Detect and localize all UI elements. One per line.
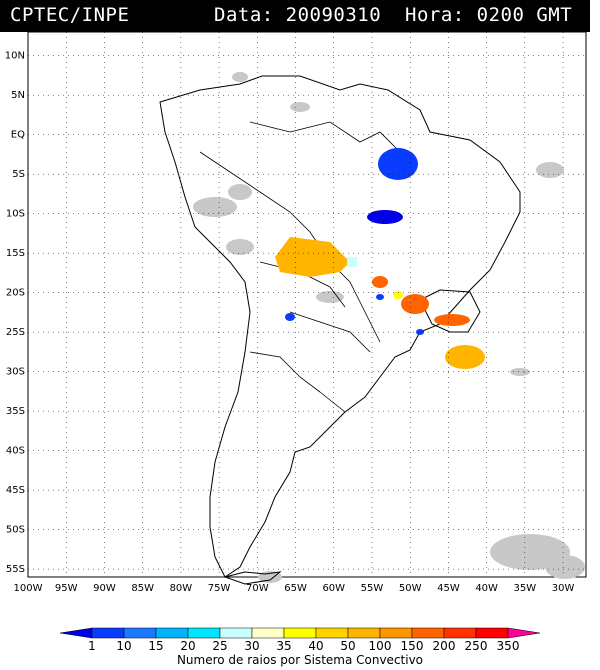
legend-swatch xyxy=(411,627,445,639)
datetime-label: Data: 20090310 Hora: 0200 GMT xyxy=(214,4,573,26)
storm-cluster xyxy=(285,313,295,321)
legend-swatch xyxy=(155,627,189,639)
storm-cluster xyxy=(275,237,350,277)
legend-label: 40 xyxy=(308,639,323,653)
lat-tick-label: 5S xyxy=(12,169,25,180)
lat-tick-label: 55S xyxy=(6,564,25,575)
legend-label: 30 xyxy=(244,639,259,653)
lat-tick-label: 50S xyxy=(6,525,25,536)
legend-label: 25 xyxy=(212,639,227,653)
lat-tick-label: 30S xyxy=(6,367,25,378)
legend-label: 100 xyxy=(369,639,392,653)
storm-cluster xyxy=(416,329,424,335)
lat-tick-label: 20S xyxy=(6,288,25,299)
lon-tick-label: 95W xyxy=(55,583,78,594)
legend-swatch xyxy=(123,627,157,639)
legend-swatch xyxy=(187,627,221,639)
legend-label: 10 xyxy=(116,639,131,653)
legend-label: 1 xyxy=(88,639,96,653)
lon-tick-label: 60W xyxy=(322,583,345,594)
lon-tick-label: 70W xyxy=(246,583,269,594)
lon-tick-label: 35W xyxy=(514,583,537,594)
storm-cluster xyxy=(378,148,418,180)
lat-tick-label: 35S xyxy=(6,406,25,417)
legend-label: 150 xyxy=(401,639,424,653)
legend-swatch xyxy=(315,627,349,639)
graticule xyxy=(27,32,586,577)
lon-tick-label: 65W xyxy=(284,583,307,594)
lat-tick-label: 45S xyxy=(6,485,25,496)
legend-label: 200 xyxy=(433,639,456,653)
lat-tick-label: 5N xyxy=(11,90,25,101)
legend-label: 250 xyxy=(465,639,488,653)
lon-tick-label: 90W xyxy=(93,583,116,594)
lat-tick-label: 10S xyxy=(6,209,25,220)
lat-tick-label: 15S xyxy=(6,248,25,259)
longitude-axis: 100W 95W 90W 85W 80W 75W 70W 65W 60W 55W 50W 45W 40W… xyxy=(14,583,575,594)
legend-swatch xyxy=(443,627,477,639)
legend: 1 10 15 20 25 30 35 40 50 100 150 200 250 350 Numero … xyxy=(59,627,541,667)
lat-tick-label: 25S xyxy=(6,327,25,338)
lon-tick-label: 50W xyxy=(399,583,422,594)
latitude-axis: 10N 5N EQ 5S 10S 15S 20S 25S 30S 35S 40S 45S 50S 55S xyxy=(5,51,25,575)
storm-cluster xyxy=(393,291,403,299)
lon-tick-label: 40W xyxy=(475,583,498,594)
storm-cluster xyxy=(376,294,384,300)
convective-systems xyxy=(275,148,485,369)
storm-cluster xyxy=(401,294,429,314)
legend-label: 35 xyxy=(276,639,291,653)
title-bar: CPTEC/INPE Data: 20090310 Hora: 0200 GMT xyxy=(0,0,590,32)
legend-swatch xyxy=(219,627,253,639)
storm-cluster xyxy=(372,276,388,288)
legend-swatch xyxy=(475,627,509,639)
legend-colorbar xyxy=(59,627,541,639)
lon-tick-label: 55W xyxy=(361,583,384,594)
lon-tick-label: 85W xyxy=(131,583,154,594)
legend-label: 50 xyxy=(340,639,355,653)
legend-swatch xyxy=(347,627,381,639)
legend-swatch xyxy=(379,627,413,639)
lon-tick-label: 30W xyxy=(552,583,575,594)
lon-tick-label: 80W xyxy=(170,583,193,594)
lat-tick-label: 40S xyxy=(6,446,25,457)
map-panel: 10N5NEQ5S10S15S20S25S30S35S40S45S50S55S … xyxy=(5,32,587,594)
coastline xyxy=(159,75,521,585)
lon-tick-label: 100W xyxy=(14,583,43,594)
map-frame xyxy=(27,32,587,578)
legend-swatch xyxy=(91,627,125,639)
lon-tick-label: 45W xyxy=(437,583,460,594)
source-label: CPTEC/INPE xyxy=(10,4,130,26)
lat-tick-label: 10N xyxy=(5,51,25,62)
legend-label: 350 xyxy=(497,639,520,653)
legend-title: Numero de raios por Sistema Convectivo xyxy=(177,653,423,667)
lon-tick-label: 75W xyxy=(208,583,231,594)
storm-cluster xyxy=(367,210,403,224)
cloud-layer xyxy=(193,72,585,583)
legend-swatch xyxy=(507,627,541,639)
legend-swatch xyxy=(59,627,93,639)
lat-tick-label: EQ xyxy=(11,130,25,141)
storm-cluster xyxy=(445,345,485,369)
legend-labels: 1 10 15 20 25 30 35 40 50 100 150 200 250 350 xyxy=(88,639,519,653)
legend-swatch xyxy=(283,627,317,639)
legend-label: 20 xyxy=(180,639,195,653)
storm-cluster xyxy=(347,257,357,267)
legend-label: 15 xyxy=(148,639,163,653)
legend-swatch xyxy=(251,627,285,639)
storm-cluster xyxy=(434,314,470,326)
